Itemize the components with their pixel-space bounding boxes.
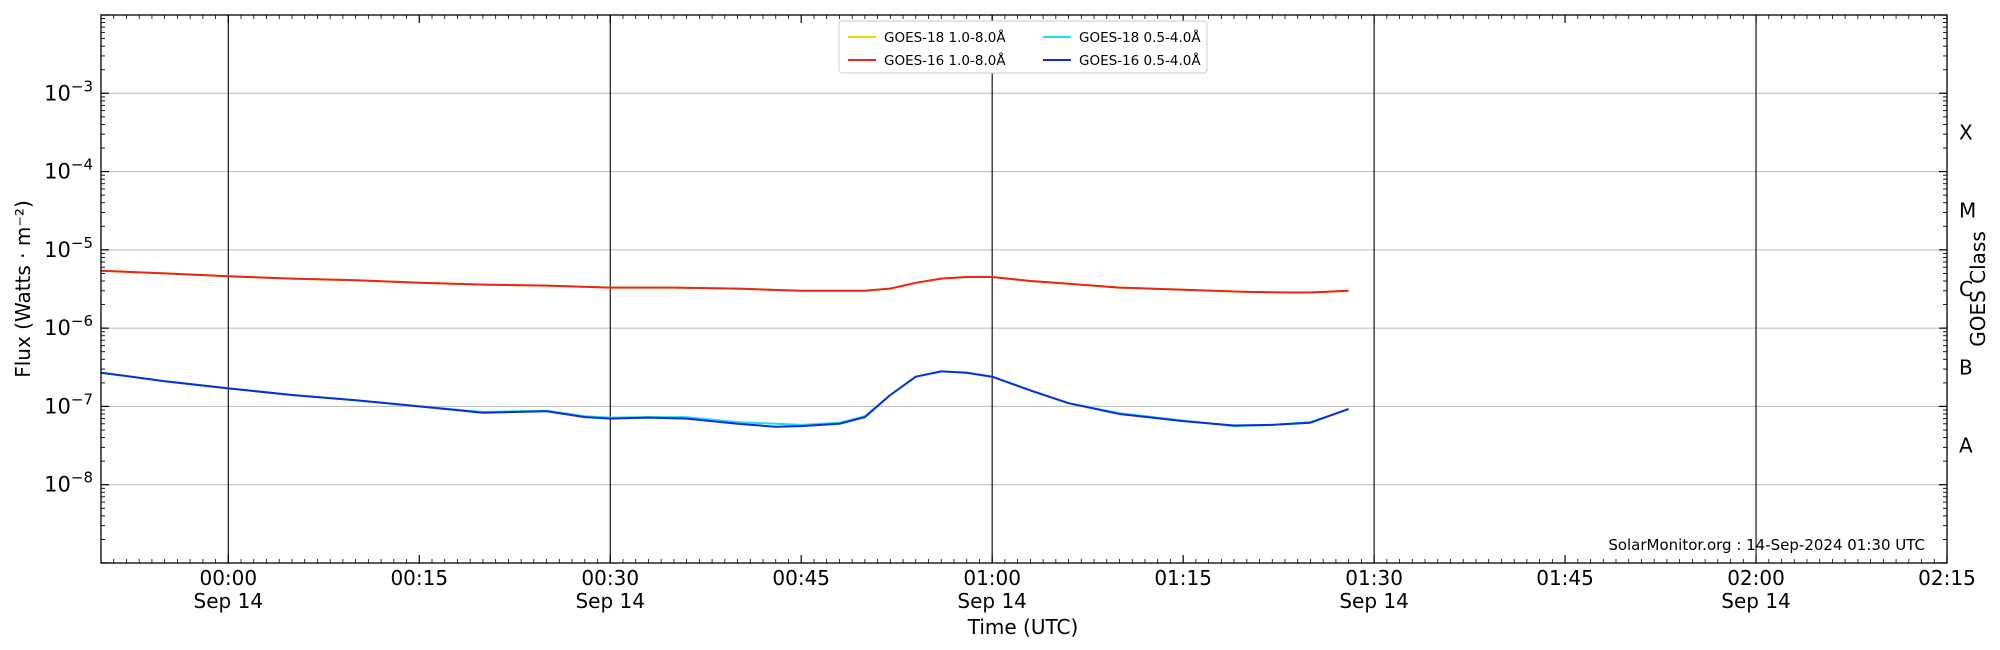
legend-label: GOES-16 1.0-8.0Å: [884, 52, 1006, 69]
x-tick-label: 01:30: [1345, 566, 1403, 590]
x-tick-label: 00:15: [390, 566, 448, 590]
y-tick-label: 10−3: [44, 77, 93, 105]
x-tick-date-label: Sep 14: [1339, 589, 1409, 613]
source-annotation: SolarMonitor.org : 14-Sep-2024 01:30 UTC: [1608, 536, 1925, 554]
legend: GOES-18 1.0-8.0Å GOES-18 0.5-4.0Å GOES-16 …: [838, 20, 1208, 74]
series-line-1: [100, 269, 1349, 294]
goes-class-label: M: [1959, 199, 1976, 223]
x-tick-label: 00:45: [772, 566, 830, 590]
legend-box: [838, 20, 1208, 74]
series-line-3: [100, 370, 1349, 428]
x-axis-label: Time (UTC): [967, 615, 1079, 639]
x-tick-label: 01:00: [963, 566, 1021, 590]
y-tick-label: 10−6: [44, 312, 93, 340]
y-tick-label: 10−8: [44, 469, 93, 497]
legend-label: GOES-18 1.0-8.0Å: [884, 29, 1006, 46]
goes-class-label: A: [1959, 434, 1973, 458]
legend-label: GOES-18 0.5-4.0Å: [1079, 29, 1201, 46]
x-tick-label: 01:15: [1154, 566, 1212, 590]
y-tick-label: 10−4: [44, 156, 93, 184]
legend-label: GOES-16 0.5-4.0Å: [1079, 52, 1201, 69]
x-tick-date-label: Sep 14: [957, 589, 1027, 613]
x-tick-label: 02:00: [1727, 566, 1785, 590]
x-tick-label: 00:30: [581, 566, 639, 590]
x-tick-date-label: Sep 14: [194, 589, 264, 613]
plot-frame: [100, 14, 1948, 564]
x-tick-label: 02:15: [1918, 566, 1976, 590]
y-tick-label: 10−7: [44, 390, 93, 418]
grid-layer: [101, 15, 1947, 563]
x-tick-date-label: Sep 14: [1721, 589, 1791, 613]
goes-class-label: C: [1959, 277, 1973, 301]
y-axis-label: Flux (Watts · m⁻²): [11, 200, 35, 378]
goes-class-label: B: [1959, 355, 1973, 379]
x-tick-label: 01:45: [1536, 566, 1594, 590]
y-tick-label: 10−5: [44, 234, 93, 262]
goes-class-axis-label: GOES Class: [1966, 231, 1990, 347]
series-layer: [100, 269, 1349, 428]
goes-class-label: X: [1959, 120, 1973, 144]
x-tick-date-label: Sep 14: [575, 589, 645, 613]
x-tick-label: 00:00: [199, 566, 257, 590]
